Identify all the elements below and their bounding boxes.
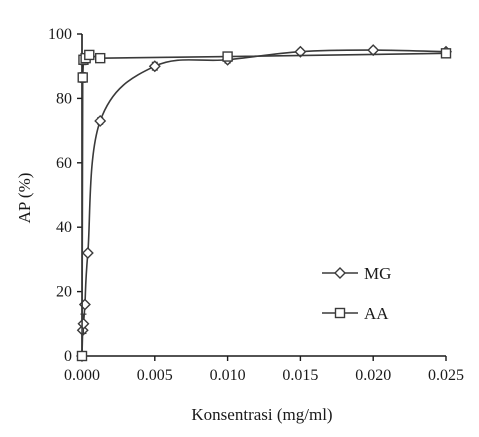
data-point-mg <box>77 317 90 330</box>
x-axis-label: Konsentrasi (mg/ml) <box>191 405 332 424</box>
legend-symbol-aa <box>334 307 346 319</box>
y-tick-label: 80 <box>56 90 72 107</box>
y-axis-label: AP (%) <box>15 173 34 224</box>
series-line-aa <box>81 52 447 357</box>
y-tick-label: 0 <box>64 348 72 365</box>
legend-label-aa: AA <box>364 304 389 323</box>
x-tick-label: 0.020 <box>355 367 391 384</box>
legend-marker-aa <box>334 307 346 319</box>
legend-symbol-mg <box>334 267 346 279</box>
axes: 0 20 40 60 80 100 0.000 0.005 0.010 0.015 0.020 0.0… <box>48 26 464 384</box>
data-point-aa <box>84 49 95 61</box>
series-mg <box>76 44 452 362</box>
y-tick-label: 40 <box>56 219 72 236</box>
data-point-mg <box>94 114 107 127</box>
legend-label-mg: MG <box>364 264 391 283</box>
data-point-mg <box>294 45 307 58</box>
x-tick-label: 0.000 <box>64 367 100 384</box>
y-tick-label: 20 <box>56 284 72 301</box>
series-layer <box>76 44 452 362</box>
legend: MG AA <box>322 264 391 323</box>
data-point-aa <box>222 51 233 62</box>
data-point-mg <box>148 60 161 73</box>
legend-marker-mg <box>334 267 346 279</box>
data-point-aa <box>77 72 88 83</box>
data-point-aa <box>94 52 106 64</box>
data-point-aa <box>76 350 88 362</box>
x-tick-label: 0.015 <box>282 367 318 384</box>
y-tick-label: 100 <box>48 26 72 43</box>
y-tick-label: 60 <box>56 155 72 172</box>
series-aa <box>76 48 452 362</box>
data-point-aa <box>440 48 452 59</box>
x-tick-label: 0.010 <box>210 367 246 384</box>
series-line-mg <box>81 49 447 357</box>
x-tick-label: 0.005 <box>137 367 173 384</box>
x-tick-label: 0.025 <box>428 367 464 384</box>
data-point-mg <box>81 246 94 259</box>
